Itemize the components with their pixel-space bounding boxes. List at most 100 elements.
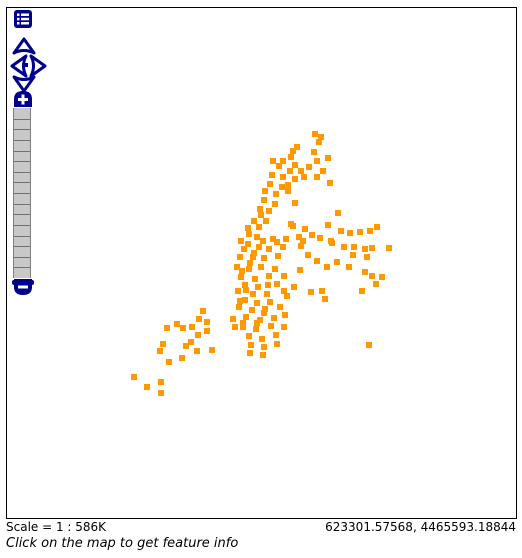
feature-marker[interactable] [253, 326, 259, 332]
feature-marker[interactable] [251, 218, 257, 224]
feature-marker[interactable] [261, 197, 267, 203]
feature-marker[interactable] [298, 168, 304, 174]
feature-marker[interactable] [256, 224, 262, 230]
feature-marker[interactable] [238, 238, 244, 244]
feature-marker[interactable] [249, 307, 255, 313]
feature-marker[interactable] [364, 254, 370, 260]
feature-marker[interactable] [260, 238, 266, 244]
zoom-slider-track[interactable] [13, 108, 31, 278]
feature-marker[interactable] [243, 314, 249, 320]
feature-marker[interactable] [318, 134, 324, 140]
feature-marker[interactable] [277, 304, 283, 310]
feature-marker[interactable] [243, 287, 249, 293]
feature-marker[interactable] [180, 325, 186, 331]
feature-marker[interactable] [268, 323, 274, 329]
feature-marker[interactable] [276, 163, 282, 169]
feature-marker[interactable] [290, 223, 296, 229]
feature-marker[interactable] [246, 231, 252, 237]
feature-marker[interactable] [262, 306, 268, 312]
feature-marker[interactable] [280, 158, 286, 164]
feature-marker[interactable] [298, 243, 304, 249]
feature-marker[interactable] [281, 288, 287, 294]
feature-marker[interactable] [164, 325, 170, 331]
feature-marker[interactable] [242, 297, 248, 303]
feature-marker[interactable] [346, 264, 352, 270]
feature-marker[interactable] [158, 379, 164, 385]
feature-marker[interactable] [373, 281, 379, 287]
feature-marker[interactable] [144, 384, 150, 390]
feature-marker[interactable] [254, 320, 260, 326]
feature-marker[interactable] [325, 222, 331, 228]
feature-marker[interactable] [311, 149, 317, 155]
pan-right-icon[interactable] [27, 53, 47, 79]
feature-marker[interactable] [306, 164, 312, 170]
feature-marker[interactable] [131, 374, 137, 380]
feature-marker[interactable] [256, 244, 262, 250]
plus-icon[interactable] [13, 90, 33, 108]
feature-marker[interactable] [238, 274, 244, 280]
feature-marker[interactable] [245, 241, 251, 247]
feature-marker[interactable] [314, 258, 320, 264]
feature-marker[interactable] [314, 174, 320, 180]
feature-layer[interactable] [7, 8, 517, 519]
feature-marker[interactable] [241, 246, 247, 252]
feature-marker[interactable] [204, 319, 210, 325]
feature-marker[interactable] [309, 232, 315, 238]
feature-marker[interactable] [366, 342, 372, 348]
feature-marker[interactable] [316, 139, 322, 145]
feature-marker[interactable] [267, 181, 273, 187]
feature-marker[interactable] [258, 264, 264, 270]
feature-marker[interactable] [290, 148, 296, 154]
feature-marker[interactable] [242, 282, 248, 288]
feature-marker[interactable] [357, 229, 363, 235]
pan-up-icon[interactable] [11, 37, 37, 57]
feature-marker[interactable] [374, 224, 380, 230]
feature-marker[interactable] [280, 174, 286, 180]
feature-marker[interactable] [329, 240, 335, 246]
feature-marker[interactable] [319, 288, 325, 294]
feature-marker[interactable] [237, 298, 243, 304]
feature-marker[interactable] [369, 273, 375, 279]
feature-marker[interactable] [301, 174, 307, 180]
feature-marker[interactable] [204, 328, 210, 334]
feature-marker[interactable] [334, 259, 340, 265]
feature-marker[interactable] [341, 244, 347, 250]
feature-marker[interactable] [296, 234, 302, 240]
feature-marker[interactable] [300, 238, 306, 244]
feature-marker[interactable] [288, 154, 294, 160]
feature-marker[interactable] [320, 168, 326, 174]
feature-marker[interactable] [254, 300, 260, 306]
feature-marker[interactable] [271, 315, 277, 321]
feature-marker[interactable] [252, 276, 258, 282]
feature-marker[interactable] [245, 225, 251, 231]
feature-marker[interactable] [200, 308, 206, 314]
feature-marker[interactable] [209, 347, 215, 353]
feature-marker[interactable] [232, 324, 238, 330]
feature-marker[interactable] [287, 168, 293, 174]
feature-marker[interactable] [369, 245, 375, 251]
feature-marker[interactable] [350, 252, 356, 258]
feature-marker[interactable] [274, 341, 280, 347]
feature-marker[interactable] [274, 239, 280, 245]
feature-marker[interactable] [275, 253, 281, 259]
feature-marker[interactable] [248, 342, 254, 348]
feature-marker[interactable] [246, 266, 252, 272]
feature-marker[interactable] [263, 218, 269, 224]
feature-marker[interactable] [281, 324, 287, 330]
feature-marker[interactable] [292, 176, 298, 182]
feature-marker[interactable] [237, 254, 243, 260]
feature-marker[interactable] [281, 273, 287, 279]
feature-marker[interactable] [280, 244, 286, 250]
feature-marker[interactable] [325, 155, 331, 161]
feature-marker[interactable] [294, 144, 300, 150]
feature-marker[interactable] [285, 188, 291, 194]
feature-marker[interactable] [272, 201, 278, 207]
feature-marker[interactable] [327, 180, 333, 186]
feature-marker[interactable] [157, 348, 163, 354]
feature-marker[interactable] [188, 339, 194, 345]
feature-marker[interactable] [274, 281, 280, 287]
feature-marker[interactable] [234, 264, 240, 270]
feature-marker[interactable] [160, 341, 166, 347]
feature-marker[interactable] [261, 255, 267, 261]
feature-marker[interactable] [261, 310, 267, 316]
